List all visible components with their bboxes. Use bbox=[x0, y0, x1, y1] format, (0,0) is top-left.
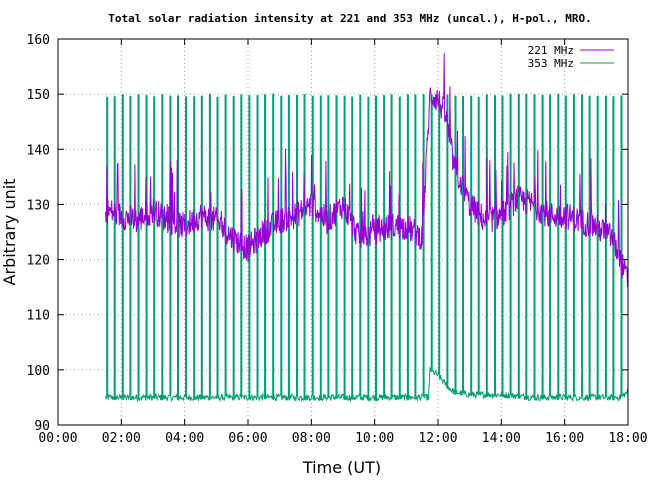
x-tick-label: 12:00 bbox=[418, 431, 457, 446]
y-axis-label: Arbitrary unit bbox=[0, 179, 19, 286]
x-tick-label: 16:00 bbox=[545, 431, 584, 446]
x-tick-label: 08:00 bbox=[292, 431, 331, 446]
y-tick-label: 110 bbox=[27, 309, 50, 324]
chart-title: Total solar radiation intensity at 221 a… bbox=[108, 12, 591, 25]
x-tick-label: 04:00 bbox=[165, 431, 204, 446]
legend-label: 353 MHz bbox=[528, 57, 574, 70]
x-tick-label: 02:00 bbox=[102, 431, 141, 446]
x-tick-label: 14:00 bbox=[482, 431, 521, 446]
y-tick-label: 100 bbox=[27, 364, 50, 379]
y-tick-label: 140 bbox=[27, 143, 50, 158]
y-tick-label: 130 bbox=[27, 198, 50, 213]
y-tick-label: 90 bbox=[34, 419, 50, 434]
legend-label: 221 MHz bbox=[528, 44, 574, 57]
x-tick-label: 10:00 bbox=[355, 431, 394, 446]
x-axis-label: Time (UT) bbox=[302, 458, 381, 477]
y-tick-label: 120 bbox=[27, 254, 50, 269]
x-tick-label: 18:00 bbox=[608, 431, 647, 446]
y-tick-label: 160 bbox=[27, 33, 50, 48]
x-tick-label: 06:00 bbox=[228, 431, 267, 446]
y-tick-label: 150 bbox=[27, 88, 50, 103]
